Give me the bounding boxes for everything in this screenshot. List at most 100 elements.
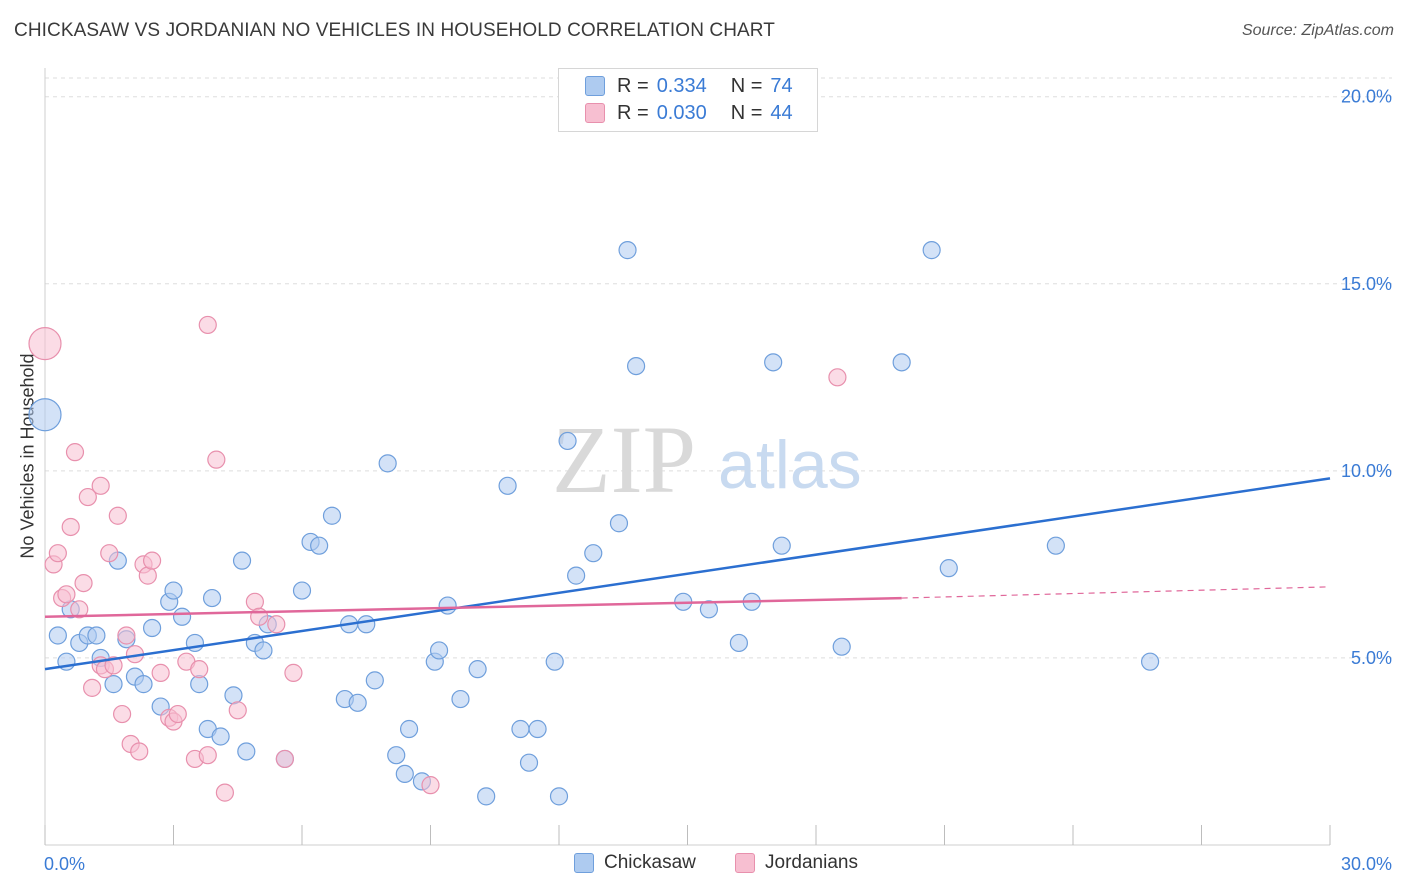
chickasaw-point	[558, 431, 577, 451]
chickasaw-point	[832, 637, 851, 656]
legend-item-chickasaw[interactable]: Chickasaw	[574, 852, 696, 874]
jordanian-point	[267, 615, 286, 634]
n-label: N =	[730, 74, 763, 97]
jordanian-point	[275, 749, 294, 769]
jordanian-point	[284, 663, 303, 682]
trend-lines	[44, 477, 1331, 671]
chickasaw-point	[365, 671, 384, 690]
jordanian-point	[104, 656, 123, 675]
chickasaw-point	[48, 626, 67, 645]
chickasaw-point	[292, 581, 312, 600]
jordanian-point	[108, 506, 127, 525]
n-value: 44	[770, 101, 793, 124]
chickasaw-swatch	[585, 76, 605, 96]
jordanian-point	[138, 566, 157, 585]
chickasaw-point	[618, 241, 637, 260]
source-credit: Source: ZipAtlas.com	[1241, 22, 1394, 39]
n-value: 74	[770, 74, 793, 97]
legend-label-jordanians: Jordanians	[765, 852, 858, 873]
axes	[44, 68, 1331, 846]
chickasaw-point	[764, 353, 783, 372]
jordanian-point	[198, 746, 217, 765]
jordanian-swatch	[735, 853, 755, 873]
legend-item-jordanians[interactable]: Jordanians	[735, 852, 858, 874]
jordanian-point	[151, 663, 170, 682]
jordanian-swatch	[585, 103, 605, 123]
jordanian-point	[70, 600, 89, 619]
jordanian-point	[57, 585, 76, 604]
chickasaw-point	[545, 652, 564, 671]
jordanian-point	[198, 315, 217, 335]
x-tick-label: 30.0%	[1341, 854, 1392, 874]
chickasaw-point	[1046, 536, 1065, 555]
watermark: ZIP atlas	[552, 406, 862, 513]
jordanian-point	[74, 573, 93, 593]
stats-row-chickasaw: R = 0.334 N = 74	[585, 73, 793, 99]
chickasaw-point	[922, 241, 941, 260]
chickasaw-point	[498, 476, 517, 495]
chickasaw-point	[609, 514, 629, 533]
jordanian-point	[28, 327, 62, 361]
jordanian-point	[48, 544, 67, 563]
watermark-atlas: atlas	[718, 427, 862, 503]
jordanian-point	[828, 368, 847, 387]
chart-title: CHICKASAW VS JORDANIAN NO VEHICLES IN HO…	[14, 20, 775, 41]
jordanian-point	[142, 551, 162, 570]
chickasaw-point	[626, 356, 646, 376]
jordanian-trend-extension	[901, 586, 1331, 599]
jordanian-point	[168, 704, 187, 724]
chickasaw-point	[164, 581, 183, 600]
legend-label-chickasaw: Chickasaw	[604, 852, 696, 873]
jordanian-point	[61, 517, 80, 537]
chickasaw-point	[477, 787, 496, 806]
jordanian-point	[130, 742, 149, 761]
jordanian-point	[190, 660, 209, 679]
jordanian-trend-line	[44, 596, 902, 619]
jordanian-point	[215, 783, 234, 802]
chickasaw-point	[310, 536, 329, 555]
stats-row-jordanians: R = 0.030 N = 44	[585, 100, 793, 126]
chickasaw-point	[87, 626, 106, 645]
jordanian-point	[100, 544, 119, 563]
chickasaw-trend-line	[44, 477, 1331, 671]
jordanian-point	[228, 701, 247, 720]
grid-lines	[45, 77, 1392, 659]
chickasaw-point	[584, 544, 603, 563]
x-tick-label: 0.0%	[44, 854, 85, 874]
chickasaw-point	[254, 641, 273, 660]
chickasaw-point	[1140, 652, 1160, 671]
chickasaw-point	[28, 398, 62, 432]
chickasaw-point	[172, 607, 192, 626]
jordanian-point	[112, 704, 132, 724]
tick-labels: 5.0% 10.0% 15.0% 20.0% 0.0% 30.0%	[44, 87, 1392, 874]
chickasaw-point	[387, 746, 406, 765]
chickasaw-point	[699, 600, 719, 619]
chickasaw-point	[357, 615, 376, 634]
r-label: R =	[617, 101, 649, 124]
y-tick-label: 5.0%	[1351, 648, 1392, 668]
chickasaw-point	[468, 660, 487, 679]
chickasaw-point	[567, 566, 586, 585]
y-tick-label: 10.0%	[1341, 461, 1392, 481]
r-value: 0.030	[656, 101, 707, 124]
n-label: N =	[730, 101, 763, 124]
jordanian-point	[421, 776, 440, 795]
chickasaw-point	[142, 618, 162, 638]
chickasaw-point	[729, 633, 749, 653]
chickasaw-point	[519, 753, 539, 772]
chickasaw-point	[348, 693, 367, 712]
y-tick-label: 20.0%	[1341, 87, 1392, 107]
chickasaw-point	[549, 787, 569, 806]
jordanian-point	[78, 487, 97, 507]
y-tick-label: 15.0%	[1341, 274, 1392, 294]
chickasaw-point	[134, 675, 153, 694]
chickasaw-point	[511, 719, 530, 739]
chickasaw-swatch	[574, 853, 594, 873]
chickasaw-point	[399, 719, 419, 739]
data-points	[28, 241, 1160, 806]
chickasaw-point	[429, 641, 449, 660]
jordanian-point	[117, 626, 136, 645]
chickasaw-point	[451, 689, 470, 709]
chickasaw-point	[202, 588, 222, 608]
